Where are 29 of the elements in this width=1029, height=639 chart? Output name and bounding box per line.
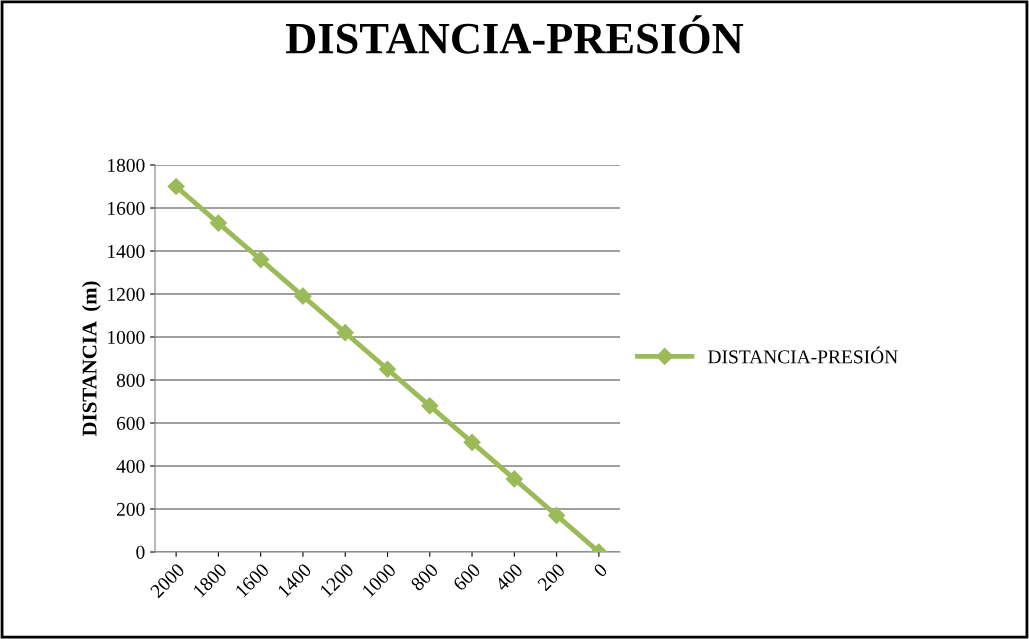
point: [336, 324, 354, 342]
y-tick-label: 1200: [108, 287, 145, 301]
point: [378, 360, 397, 378]
point: [294, 287, 312, 305]
y-tick-label: 0: [136, 545, 145, 559]
point: [252, 251, 270, 269]
legend-label: DISTANCIA-PRESIÓN: [708, 346, 898, 364]
point: [463, 433, 481, 451]
y-tick-label: 200: [116, 502, 145, 516]
point: [505, 470, 523, 488]
x-tick-label: 400: [494, 562, 524, 592]
point: [167, 177, 185, 196]
point: [548, 506, 566, 525]
y-tick-label: 600: [116, 416, 145, 430]
x-tick-label: 0: [592, 562, 609, 578]
point: [421, 397, 439, 415]
x-tick-label: 1600: [234, 562, 270, 598]
y-tick-label: 1600: [108, 201, 145, 215]
chart-title: DISTANCIA-PRESIÓN: [286, 15, 744, 54]
y-tick-label: 800: [116, 373, 145, 387]
y-tick-label: 1000: [108, 330, 145, 344]
y-tick-label: 400: [116, 459, 145, 473]
y-tick-label: 1800: [108, 158, 145, 172]
y-tick-label: 1400: [108, 244, 145, 258]
x-tick-label: 800: [410, 562, 439, 592]
y-axis-title: DISTANCIA (m): [81, 281, 101, 437]
x-tick-label: 600: [452, 562, 482, 592]
point: [209, 214, 227, 232]
x-tick-label: 200: [536, 562, 566, 592]
